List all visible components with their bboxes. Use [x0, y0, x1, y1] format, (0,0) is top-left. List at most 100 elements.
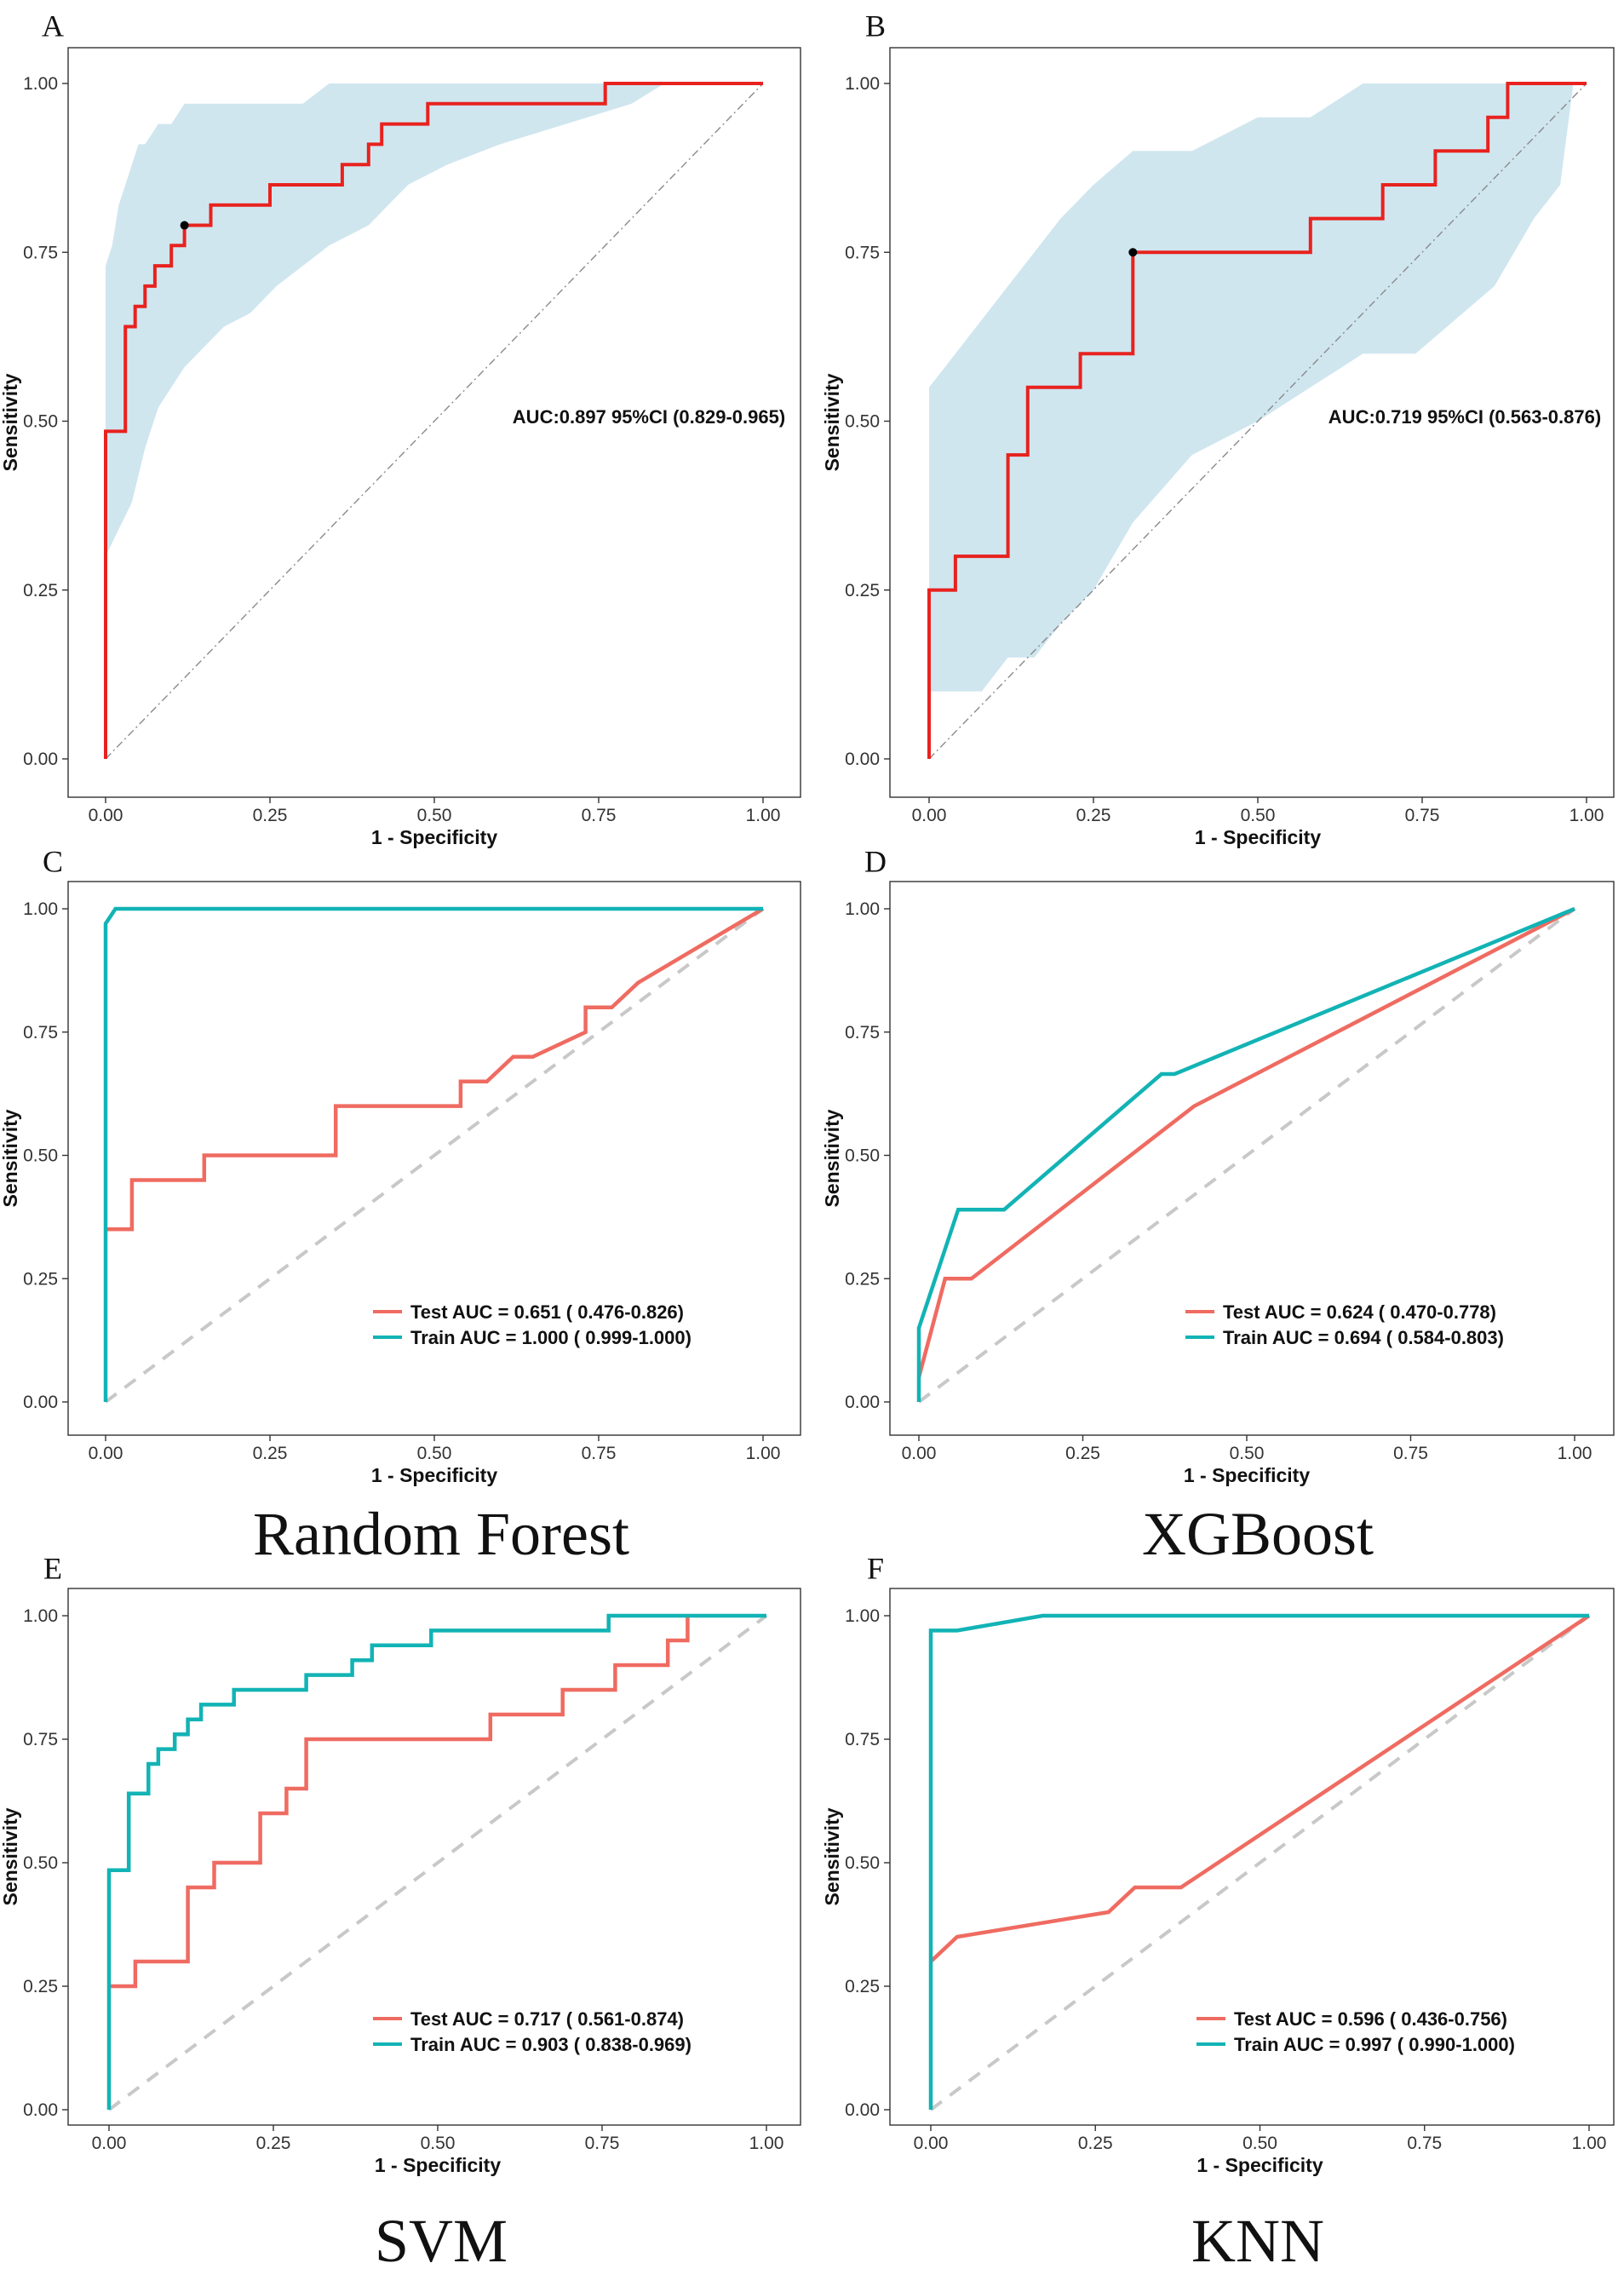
x-tick-label: 0.50: [1230, 1444, 1265, 1463]
y-axis-title: Sensitivity: [821, 1807, 843, 1905]
y-tick-label: 0.75: [23, 1730, 58, 1749]
y-tick-label: 0.00: [23, 2100, 58, 2120]
x-axis-title: 1 - Specificity: [1195, 826, 1321, 848]
x-axis-title: 1 - Specificity: [1196, 2154, 1323, 2176]
x-tick-label: 1.00: [1558, 1444, 1592, 1463]
confidence-band: [106, 83, 665, 557]
x-tick-label: 0.50: [1241, 806, 1276, 825]
reference-diagonal: [917, 907, 1576, 1404]
roc-panel-b: B 0.00 0.00 0.25 0.25 0.50 0.50 0.75 0.75 1.00 1.0…: [821, 9, 1615, 848]
auc-annotation: AUC:0.719 95%CI (0.563-0.876): [1328, 406, 1601, 428]
y-tick-label: 0.00: [845, 1393, 880, 1412]
reference-diagonal: [929, 1614, 1591, 2111]
legend-label-train: Train AUC = 0.997 ( 0.990-1.000): [1234, 2034, 1515, 2055]
y-tick-label: 0.00: [23, 750, 58, 769]
caption-random-forest: Random Forest: [253, 1500, 629, 1568]
panel-letter: F: [867, 1551, 884, 1585]
cutoff-point: [1128, 248, 1138, 257]
caption-knn: KNN: [1191, 2207, 1324, 2269]
panel-letter: C: [43, 844, 63, 878]
y-tick-label: 0.00: [845, 750, 880, 769]
x-tick-label: 0.00: [89, 806, 123, 825]
x-tick-label: 0.75: [1393, 1444, 1428, 1463]
legend: Test AUC = 0.624 ( 0.470-0.778) Train AUC…: [1185, 1301, 1504, 1348]
x-tick-label: 0.75: [1405, 806, 1440, 825]
x-tick-label: 0.00: [89, 1444, 123, 1463]
roc-panel-e: E 0.00 0.00 0.25 0.25 0.50 0.50 0.75 0.75 1.00 1.0…: [0, 1551, 801, 2176]
series-line-train: [103, 906, 763, 1402]
x-tick-label: 0.75: [582, 1444, 617, 1463]
series-line-roc: [104, 82, 763, 759]
x-tick-label: 1.00: [1569, 806, 1604, 825]
y-tick-label: 0.50: [23, 1853, 58, 1873]
y-axis-title: Sensitivity: [0, 1109, 21, 1207]
x-tick-label: 0.50: [421, 2134, 456, 2153]
y-tick-label: 0.75: [845, 243, 880, 262]
reference-diagonal: [105, 83, 764, 760]
x-axis-title: 1 - Specificity: [1184, 1464, 1310, 1486]
legend-label-train: Train AUC = 1.000 ( 0.999-1.000): [410, 1327, 691, 1348]
y-tick-label: 0.25: [845, 1269, 880, 1289]
legend-label-test: Test AUC = 0.717 ( 0.561-0.874): [410, 2008, 684, 2030]
y-axis-title: Sensitivity: [0, 373, 21, 471]
legend-label-train: Train AUC = 0.903 ( 0.838-0.969): [410, 2034, 691, 2055]
x-tick-label: 0.50: [1242, 2134, 1277, 2153]
y-tick-label: 0.50: [845, 412, 880, 432]
x-tick-label: 0.25: [253, 806, 288, 825]
panels: A 0.00 0.00 0.25 0.25 0.50 0.50 0.75 0.75 1.00 1.0…: [0, 9, 1615, 2176]
cutoff-point: [180, 221, 189, 230]
x-tick-label: 0.25: [1078, 2134, 1113, 2153]
y-axis-title: Sensitivity: [821, 373, 843, 471]
y-axis-title: Sensitivity: [821, 1109, 843, 1207]
roc-panel-c: C 0.00 0.00 0.25 0.25 0.50 0.50 0.75 0.75 1.00 1.0…: [0, 844, 801, 1486]
y-tick-label: 1.00: [23, 899, 58, 919]
x-tick-label: 0.25: [1076, 806, 1111, 825]
y-tick-label: 0.75: [23, 1023, 58, 1043]
reference-diagonal: [104, 907, 765, 1404]
y-tick-label: 0.50: [23, 412, 58, 432]
x-tick-label: 0.25: [253, 1444, 288, 1463]
x-tick-label: 0.00: [912, 806, 947, 825]
y-tick-label: 0.00: [845, 2100, 880, 2120]
x-tick-label: 0.75: [585, 2134, 620, 2153]
y-tick-label: 1.00: [845, 899, 880, 919]
y-tick-label: 0.25: [23, 1269, 58, 1289]
roc-panel-a: A 0.00 0.00 0.25 0.25 0.50 0.50 0.75 0.75 1.00 1.0…: [0, 9, 801, 848]
y-tick-label: 0.25: [23, 581, 58, 600]
y-tick-label: 0.25: [845, 581, 880, 600]
x-tick-label: 0.00: [92, 2134, 127, 2153]
x-axis-title: 1 - Specificity: [375, 2154, 501, 2176]
panel-letter: E: [43, 1551, 62, 1585]
y-tick-label: 0.00: [23, 1393, 58, 1412]
x-tick-label: 1.00: [746, 1444, 781, 1463]
x-tick-label: 0.25: [256, 2134, 291, 2153]
series-line-train: [928, 1613, 1589, 2110]
x-tick-label: 0.75: [1407, 2134, 1442, 2153]
reference-diagonal: [928, 83, 1587, 760]
x-tick-label: 0.00: [902, 1444, 937, 1463]
x-axis-title: 1 - Specificity: [371, 826, 497, 848]
caption-svm: SVM: [375, 2207, 508, 2269]
plot-frame: [67, 1588, 801, 2126]
legend-label-test: Test AUC = 0.624 ( 0.470-0.778): [1223, 1301, 1496, 1323]
y-axis-title: Sensitivity: [0, 1807, 21, 1905]
y-tick-label: 1.00: [23, 74, 58, 94]
series-line-train: [106, 1613, 766, 2110]
legend-label-test: Test AUC = 0.596 ( 0.436-0.756): [1234, 2008, 1507, 2030]
x-tick-label: 1.00: [749, 2134, 784, 2153]
y-tick-label: 0.25: [23, 1977, 58, 1996]
reference-diagonal: [107, 1614, 768, 2111]
x-tick-label: 0.50: [417, 806, 452, 825]
x-tick-label: 1.00: [1572, 2134, 1607, 2153]
y-tick-label: 0.50: [845, 1146, 880, 1166]
series-line-test: [106, 907, 765, 1232]
y-tick-label: 0.50: [23, 1146, 58, 1166]
y-tick-label: 0.25: [845, 1977, 880, 1996]
legend-label-test: Test AUC = 0.651 ( 0.476-0.826): [410, 1301, 684, 1323]
plot-frame: [889, 47, 1615, 798]
series-line-train: [916, 906, 1575, 1402]
y-tick-label: 1.00: [845, 1606, 880, 1626]
x-axis-title: 1 - Specificity: [371, 1464, 497, 1486]
y-tick-label: 0.75: [23, 243, 58, 262]
